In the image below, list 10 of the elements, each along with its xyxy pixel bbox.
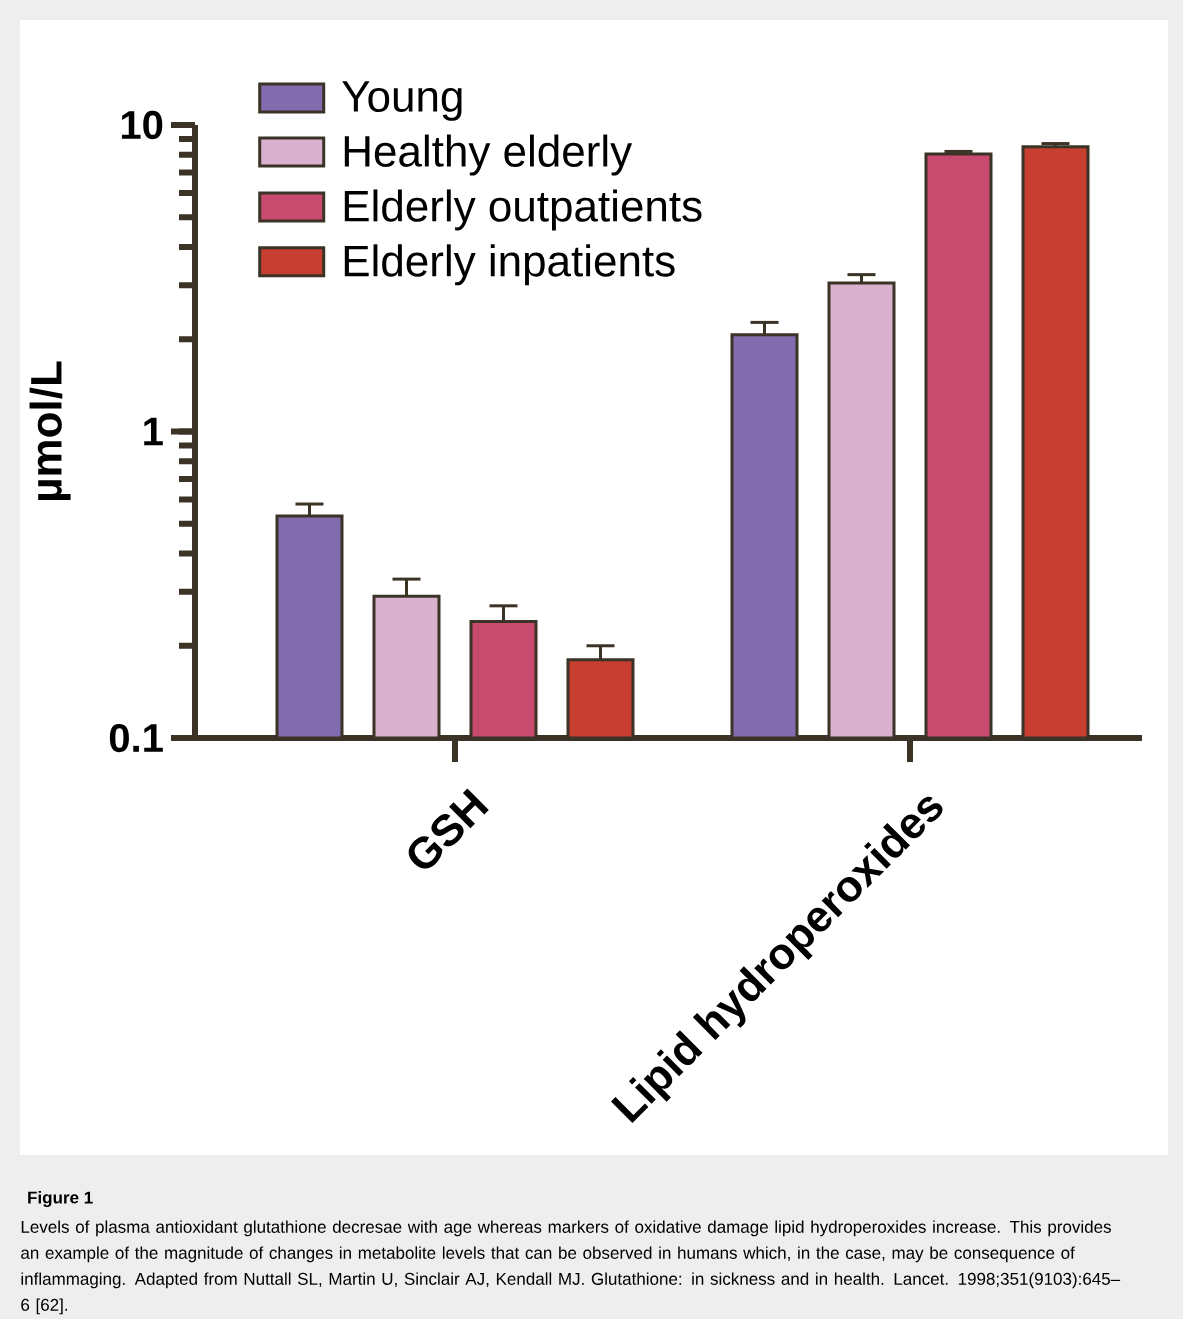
y-tick-label: 1 xyxy=(144,417,163,446)
y-tick-label: 0.1 xyxy=(109,723,163,753)
text: Levels of plasma antioxidant glutathione decresae with age whereas markers of oxidative damage lipid hydroperoxides increase. This provides an example of the magnitude of changes in metabolite levels that can be observed in humans which, in the case, may be consequence of inflammaging. Adapted from Nuttall SL, Martin U, Sinclair AJ, Kendall MJ. Glutathione: in sickness and in health. Lancet. 1998;351(9103):645–6 [62]. xyxy=(21,1220,1121,1315)
text: Figure 1 xyxy=(28,1191,93,1207)
legend-label: Healthy elderly xyxy=(344,134,633,176)
y-axis-title: µmol/L xyxy=(29,361,71,500)
legend-label: Elderly outpatients xyxy=(344,189,702,231)
y-tick-label: 10 xyxy=(121,110,163,140)
legend-label: Elderly inpatients xyxy=(344,244,675,286)
legend-label: Young xyxy=(342,81,462,121)
